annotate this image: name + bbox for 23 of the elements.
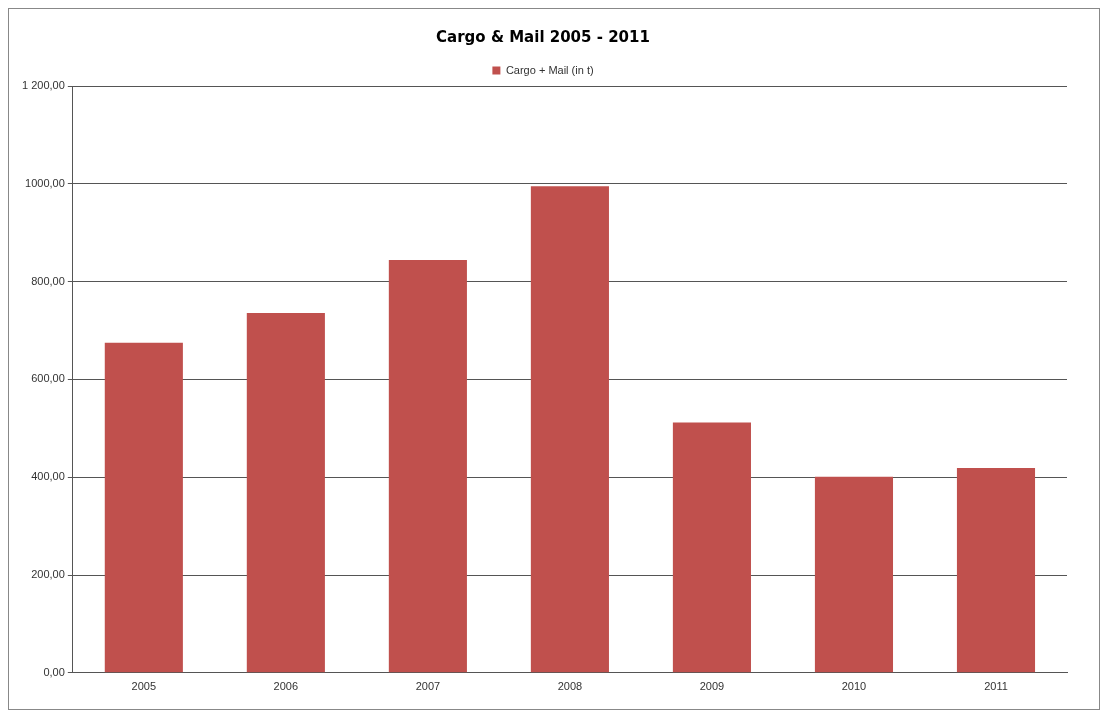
y-tick-label: 600,00	[31, 372, 65, 385]
y-tick-label: 400,00	[31, 470, 65, 483]
y-tick-label: 200,00	[31, 568, 65, 581]
chart-title: Cargo & Mail 2005 - 2011	[436, 27, 650, 46]
bar	[530, 186, 609, 673]
bar	[388, 260, 467, 673]
bar	[956, 467, 1036, 673]
x-tick-label: 2008	[557, 680, 583, 693]
bar	[246, 312, 325, 673]
x-tick-label: 2011	[984, 680, 1008, 693]
x-tick-label: 2010	[841, 680, 867, 693]
x-tick-label: 2006	[273, 680, 299, 693]
y-tick-label: 0,00	[43, 665, 65, 678]
legend-label: Cargo + Mail (in t)	[505, 63, 594, 76]
y-tick-label: 800,00	[31, 274, 65, 287]
x-tick-label: 2005	[131, 680, 157, 693]
bar	[104, 342, 183, 673]
x-tick-label: 2009	[699, 680, 725, 693]
bar	[814, 476, 894, 673]
bar	[672, 422, 751, 673]
y-tick-label: 1 200,00	[21, 79, 65, 92]
y-tick-label: 1000,00	[25, 176, 65, 189]
x-tick-label: 2007	[415, 680, 441, 693]
